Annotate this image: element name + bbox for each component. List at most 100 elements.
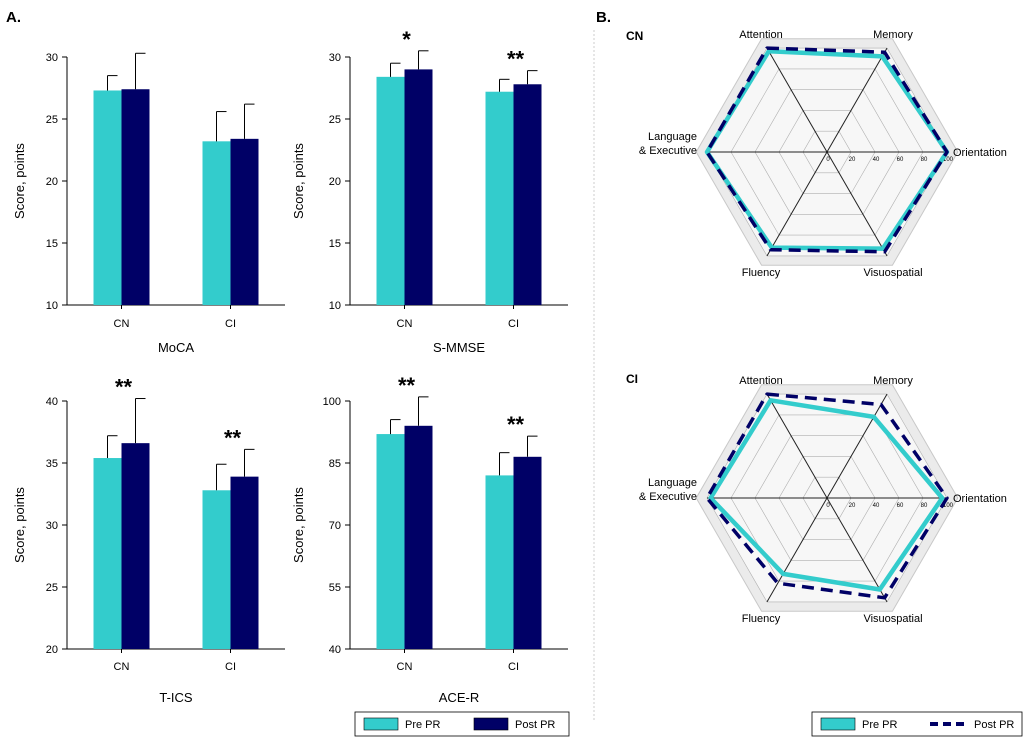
y-tick-label: 30	[46, 52, 58, 64]
x-tick-label: CN	[397, 661, 413, 673]
bar-ci-post	[513, 456, 542, 649]
radar-tick-label: 20	[849, 157, 856, 163]
radar-category-label: Memory	[873, 375, 913, 387]
radar-charts: 0 20 40 60 80 100 Attention Memory Orientation Vi…	[626, 29, 1007, 625]
bar-ci-pre	[485, 91, 514, 305]
y-tick-label: 35	[46, 458, 58, 470]
y-tick-label: 20	[46, 644, 58, 656]
radar-spoke	[826, 151, 888, 257]
y-tick-label: 40	[329, 644, 341, 656]
radar-tick-label: 40	[873, 157, 880, 163]
y-tick-label: 85	[329, 458, 341, 470]
radar-series-post	[705, 46, 949, 254]
bar-cn-pre	[376, 434, 405, 649]
x-tick-label: CI	[225, 661, 236, 673]
radar-legend-post-label: Post PR	[974, 719, 1014, 731]
radar-category-label: Visuospatial	[863, 613, 922, 625]
y-tick-label: 70	[329, 520, 341, 532]
chart-title: MoCA	[158, 340, 194, 355]
bar-cn-post	[121, 443, 150, 649]
radar-category-label: Attention	[739, 29, 782, 41]
radar-spoke	[766, 393, 828, 499]
radar-chart-cn: 0 20 40 60 80 100 Attention Memory Orientation Vi…	[626, 29, 1007, 279]
radar-series-pre	[704, 48, 950, 251]
bar-cn-pre	[93, 458, 122, 649]
radar-category-label: Orientation	[953, 147, 1007, 159]
panel-a-label: A.	[6, 9, 21, 26]
significance-marker: **	[398, 373, 416, 398]
y-tick-label: 15	[329, 238, 341, 250]
radar-tick-label: 100	[943, 157, 954, 163]
bar-ci-post	[230, 138, 259, 305]
radar-category-label: Fluency	[742, 267, 781, 279]
radar-tick-label: 0	[826, 503, 830, 509]
chart-title: ACE-R	[439, 690, 479, 705]
radar-series-post	[705, 392, 949, 600]
radar-spoke	[826, 393, 888, 499]
chart-title: S-MMSE	[433, 340, 485, 355]
bar-chart-t-ics: 20 25 30 35 40 Score, points CN ** CI ** T-ICS	[12, 375, 285, 705]
bar-ci-pre	[202, 141, 231, 305]
radar-spoke	[766, 47, 828, 153]
bar-chart-moca: 10 15 20 25 30 Score, points CN CI MoCA	[12, 52, 285, 355]
radar-category-label: Fluency	[742, 613, 781, 625]
radar-chart-ci: 0 20 40 60 80 100 Attention Memory Orientation Vi…	[626, 372, 1007, 625]
bar-chart-ace-r: 40 55 70 85 100 Score, points CN ** CI ** ACE-R	[291, 373, 568, 705]
radar-group-label: CI	[626, 372, 638, 386]
y-tick-label: 30	[329, 52, 341, 64]
y-tick-label: 55	[329, 582, 341, 594]
x-tick-label: CN	[114, 661, 130, 673]
radar-tick-label: 0	[826, 157, 830, 163]
radar-series-pre	[708, 398, 945, 592]
bar-legend-pre-swatch	[363, 717, 399, 731]
bar-cn-pre	[376, 76, 405, 305]
y-tick-label: 20	[329, 176, 341, 188]
significance-marker: **	[507, 412, 525, 437]
bar-legend-post-swatch	[473, 717, 509, 731]
radar-tick-label: 40	[873, 503, 880, 509]
radar-category-label: Attention	[739, 375, 782, 387]
radar-group-label: CN	[626, 29, 643, 43]
bar-cn-pre	[93, 90, 122, 305]
y-axis-title: Score, points	[12, 143, 27, 219]
y-tick-label: 20	[46, 176, 58, 188]
radar-category-label: Orientation	[953, 493, 1007, 505]
y-tick-label: 25	[329, 114, 341, 126]
y-tick-label: 10	[46, 300, 58, 312]
radar-legend: Pre PR Post PR	[811, 711, 1023, 737]
significance-marker: *	[402, 27, 411, 52]
bar-legend: Pre PR Post PR	[354, 711, 570, 737]
significance-marker: **	[115, 375, 133, 400]
y-axis-title: Score, points	[291, 143, 306, 219]
bar-legend-post-label: Post PR	[515, 719, 555, 731]
radar-tick-label: 60	[897, 503, 904, 509]
x-tick-label: CI	[508, 318, 519, 330]
y-tick-label: 40	[46, 396, 58, 408]
radar-category-label: Language & Executive	[639, 131, 697, 157]
y-tick-label: 15	[46, 238, 58, 250]
radar-spoke	[766, 151, 828, 257]
significance-marker: **	[507, 47, 525, 72]
radar-tick-label: 60	[897, 157, 904, 163]
radar-tick-label: 100	[943, 503, 954, 509]
chart-title: T-ICS	[159, 690, 193, 705]
radar-legend-pre-swatch	[820, 717, 856, 731]
radar-spoke	[766, 497, 828, 603]
y-tick-label: 100	[323, 396, 341, 408]
x-tick-label: CI	[508, 661, 519, 673]
bar-ci-post	[230, 476, 259, 649]
y-axis-title: Score, points	[12, 487, 27, 563]
radar-category-label: Language & Executive	[639, 477, 697, 503]
x-tick-label: CN	[397, 318, 413, 330]
radar-legend-pre-label: Pre PR	[862, 719, 898, 731]
y-tick-label: 25	[46, 582, 58, 594]
x-tick-label: CI	[225, 318, 236, 330]
radar-category-label: Memory	[873, 29, 913, 41]
y-tick-label: 10	[329, 300, 341, 312]
radar-tick-label: 20	[849, 503, 856, 509]
y-tick-label: 25	[46, 114, 58, 126]
y-tick-label: 30	[46, 520, 58, 532]
radar-category-label: Visuospatial	[863, 267, 922, 279]
significance-marker: **	[224, 425, 242, 450]
